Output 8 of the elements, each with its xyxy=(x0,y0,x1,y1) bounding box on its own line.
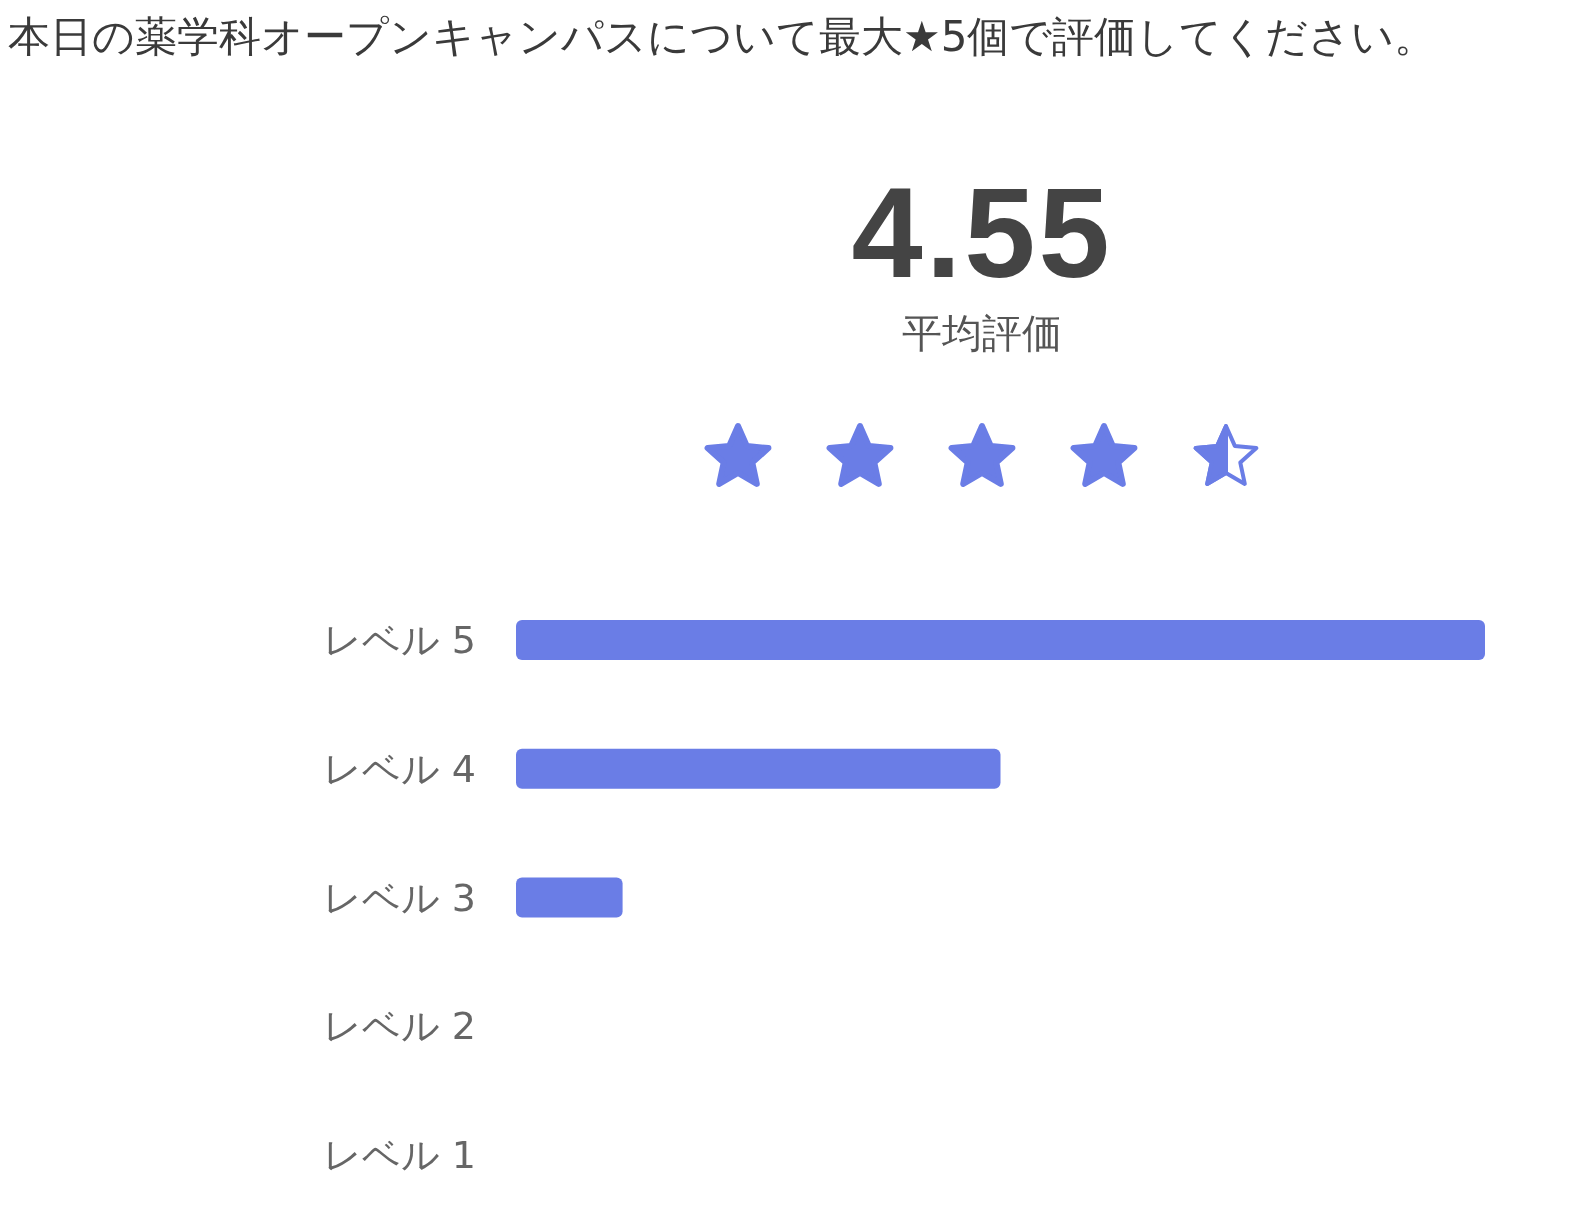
y-tick-label: レベル 5 xyxy=(322,618,476,662)
y-tick-label: レベル 4 xyxy=(322,746,476,791)
chart-title: 本日の薬学科オープンキャンパスについて最大★5個で評価してください。 xyxy=(8,12,1437,61)
y-tick-label: レベル 3 xyxy=(322,875,476,920)
y-tick-label: レベル 2 xyxy=(322,1004,476,1049)
text: 平均評価 xyxy=(902,310,1062,356)
text: 4.55 xyxy=(851,161,1113,304)
y-tick-label: レベル 1 xyxy=(322,1133,476,1178)
